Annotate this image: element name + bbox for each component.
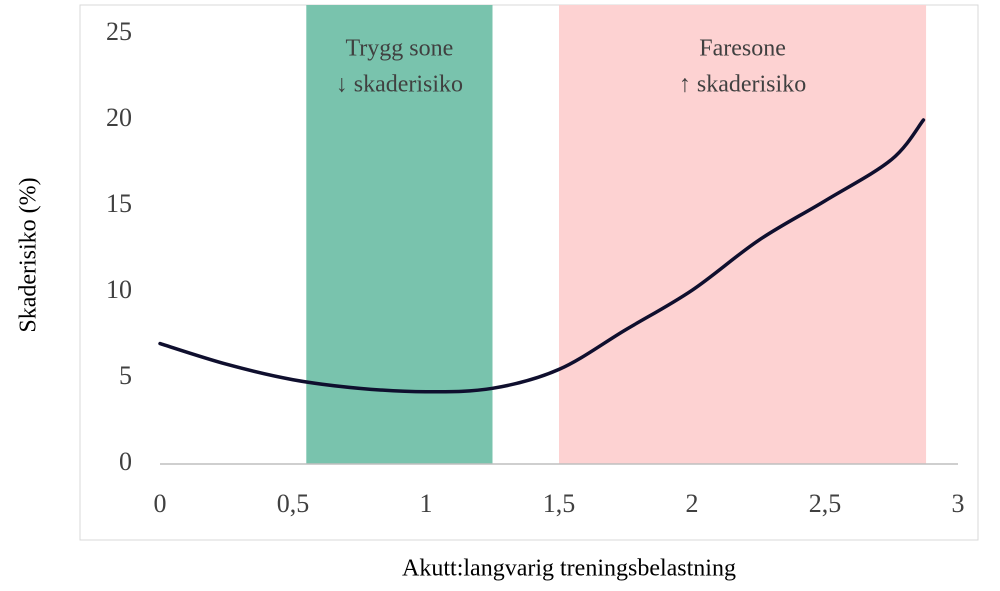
x-tick-label: 1,5 (543, 489, 576, 518)
x-axis-title: Akutt:langvarig treningsbelastning (402, 556, 736, 582)
y-tick-label: 20 (106, 103, 132, 132)
x-tick-label: 3 (952, 489, 965, 518)
x-tick-label: 2 (686, 489, 699, 518)
x-tick-label: 0 (154, 489, 167, 518)
y-axis-title: Skaderisiko (%) (16, 177, 42, 332)
x-tick-label: 1 (420, 489, 433, 518)
chart-frame (79, 4, 979, 541)
y-tick-label: 5 (119, 361, 132, 390)
risk-curve (158, 118, 926, 394)
x-tick-label: 0,5 (277, 489, 310, 518)
zone-label: Trygg sone (345, 36, 453, 62)
zone-label: ↑ skaderisiko (679, 72, 806, 98)
y-tick-label: 15 (106, 189, 132, 218)
y-tick-label: 25 (106, 17, 132, 46)
y-tick-label: 0 (119, 447, 132, 476)
zone-label: ↓ skaderisiko (336, 72, 463, 98)
x-tick-label: 2,5 (809, 489, 842, 518)
zone (559, 5, 927, 464)
y-tick-label: 10 (106, 275, 132, 304)
zone-label: Faresone (699, 36, 786, 62)
